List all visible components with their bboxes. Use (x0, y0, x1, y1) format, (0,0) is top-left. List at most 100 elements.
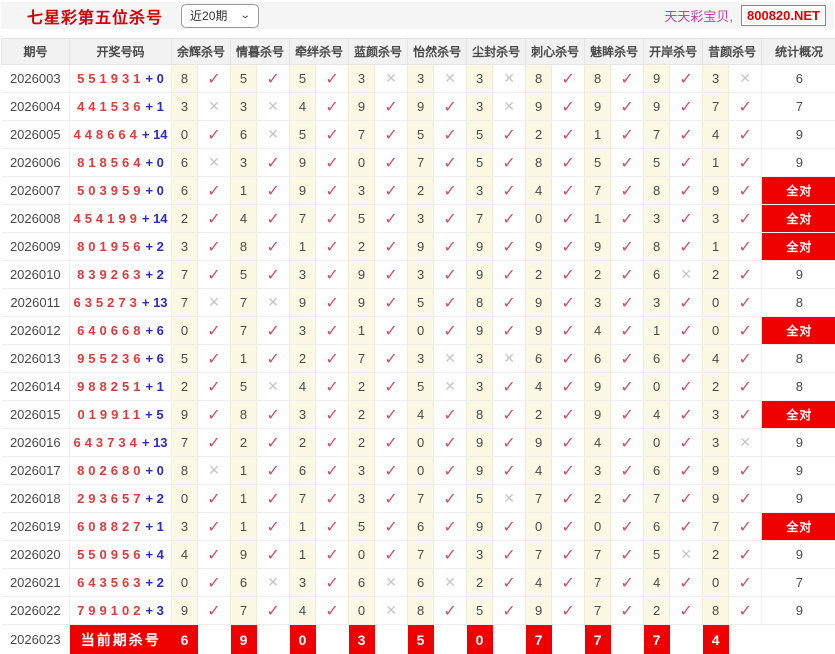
check-icon: ✓ (679, 211, 692, 228)
kill-result-cell: ✓ (670, 485, 703, 513)
kill-result-cell: ✓ (316, 261, 349, 289)
check-icon: ✓ (738, 323, 751, 340)
kill-number-cell: 6 (526, 345, 552, 373)
kill-number-cell: 4 (526, 177, 552, 205)
stats-cell: 6 (762, 65, 835, 93)
kill-result-cell: ✓ (257, 345, 290, 373)
check-icon: ✓ (738, 575, 751, 592)
kill-number-cell: 2 (349, 373, 375, 401)
kill-result-cell: ✓ (493, 457, 526, 485)
kill-number-cell: 6 (231, 569, 257, 597)
check-icon: ✓ (384, 519, 397, 536)
kill-number-cell: 4 (408, 401, 434, 429)
check-icon: ✓ (443, 603, 456, 620)
kill-result-cell: ✓ (198, 345, 231, 373)
kill-result-cell: ✓ (375, 149, 408, 177)
check-icon: ✓ (207, 211, 220, 228)
draw-bonus-digits: + 5 (145, 407, 163, 422)
cross-icon: ✕ (444, 350, 456, 366)
check-icon: ✓ (207, 267, 220, 284)
kill-result-cell: ✓ (729, 485, 762, 513)
kill-result-cell: ✓ (198, 121, 231, 149)
kill-result-cell: ✓ (670, 65, 703, 93)
draw-numbers-cell: 640668+ 6 (70, 317, 172, 345)
kill-number-cell: 6 (408, 513, 434, 541)
kill-result-cell: ✓ (198, 513, 231, 541)
check-icon: ✓ (384, 211, 397, 228)
stats-cell: 8 (762, 373, 835, 401)
kill-number-cell: 9 (526, 93, 552, 121)
kill-number-cell: 4 (290, 373, 316, 401)
period-cell: 2026021 (2, 569, 70, 597)
range-select[interactable]: 近20期 ⌄ (181, 4, 259, 28)
check-icon: ✓ (561, 575, 574, 592)
kill-number-cell: 3 (467, 65, 493, 93)
check-icon: ✓ (561, 71, 574, 88)
kill-result-cell: ✕ (257, 289, 290, 317)
kill-result-cell: ✕ (257, 569, 290, 597)
col-header-kill-5: 怡然杀号 (408, 39, 467, 65)
check-icon: ✓ (679, 99, 692, 116)
check-icon: ✓ (384, 435, 397, 452)
kill-result-cell: ✓ (434, 261, 467, 289)
stats-cell: 8 (762, 345, 835, 373)
kill-number-cell: 9 (349, 261, 375, 289)
kill-number-cell: 2 (526, 261, 552, 289)
kill-result-cell: ✓ (611, 149, 644, 177)
kill-number-cell: 3 (467, 373, 493, 401)
period-cell: 2026015 (2, 401, 70, 429)
kill-number-cell: 9 (526, 317, 552, 345)
kill-number-cell: 4 (703, 121, 729, 149)
kill-result-cell: ✓ (198, 373, 231, 401)
current-kill-label: 当前期杀号 (70, 625, 172, 654)
kill-result-cell: ✓ (611, 597, 644, 625)
kill-result-cell: ✓ (611, 65, 644, 93)
check-icon: ✓ (738, 239, 751, 256)
kill-number-cell: 7 (703, 93, 729, 121)
kill-number-cell: 0 (408, 317, 434, 345)
kill-number-cell: 9 (585, 373, 611, 401)
kill-number-cell: 0 (585, 513, 611, 541)
check-icon: ✓ (266, 603, 279, 620)
kill-result-cell: ✓ (257, 597, 290, 625)
draw-numbers-cell: 988251+ 1 (70, 373, 172, 401)
kill-number-cell: 9 (526, 289, 552, 317)
kill-result-cell: ✓ (316, 149, 349, 177)
check-icon: ✓ (325, 491, 338, 508)
draw-numbers-cell: 441536+ 1 (70, 93, 172, 121)
kill-number-cell: 0 (172, 121, 198, 149)
kill-number-cell: 1 (585, 205, 611, 233)
kill-result-cell: ✓ (729, 289, 762, 317)
col-header-stats: 统计概况 (762, 39, 835, 65)
kill-result-cell: ✓ (375, 261, 408, 289)
kill-result-cell: ✓ (493, 289, 526, 317)
kill-number-cell: 4 (526, 373, 552, 401)
kill-result-cell: ✓ (257, 261, 290, 289)
kill-result-cell: ✓ (434, 485, 467, 513)
kill-result-cell: ✓ (257, 485, 290, 513)
site-name: 天天彩宝贝, (664, 6, 733, 25)
kill-result-cell: ✓ (552, 345, 585, 373)
current-kill-number: 4 (703, 625, 729, 654)
kill-result-cell: ✓ (316, 65, 349, 93)
check-icon: ✓ (738, 99, 751, 116)
stats-all-correct-badge: 全对 (762, 317, 835, 345)
kill-result-cell: ✓ (198, 65, 231, 93)
kill-result-cell: ✕ (198, 93, 231, 121)
kill-number-cell: 3 (585, 289, 611, 317)
kill-result-cell: ✓ (375, 457, 408, 485)
check-icon: ✓ (325, 239, 338, 256)
draw-main-digits: 955236 (77, 351, 144, 366)
kill-number-cell: 9 (290, 177, 316, 205)
kill-result-cell: ✓ (729, 597, 762, 625)
kill-result-cell: ✓ (257, 457, 290, 485)
cross-icon: ✕ (739, 434, 751, 450)
check-icon: ✓ (620, 239, 633, 256)
kill-result-cell: ✓ (375, 541, 408, 569)
current-kill-number: 9 (231, 625, 257, 654)
check-icon: ✓ (738, 127, 751, 144)
kill-number-cell: 2 (349, 429, 375, 457)
kill-number-cell: 3 (349, 457, 375, 485)
